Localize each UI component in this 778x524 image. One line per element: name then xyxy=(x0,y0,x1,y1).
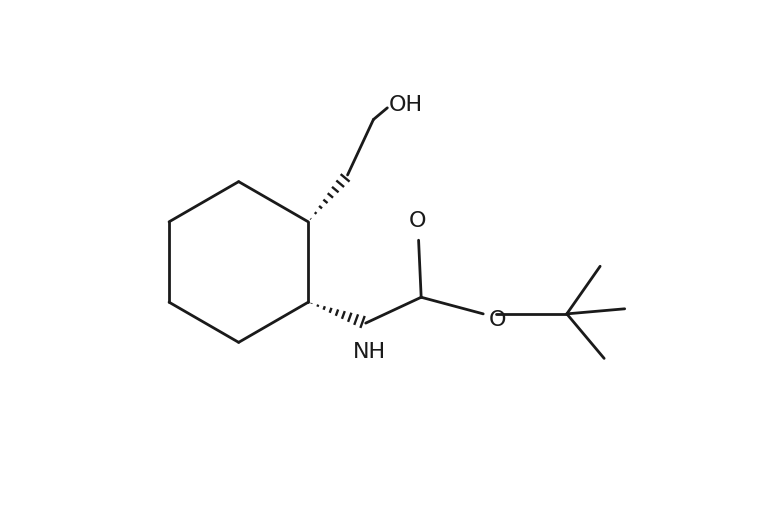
Text: NH: NH xyxy=(353,342,387,362)
Text: O: O xyxy=(408,211,426,231)
Text: OH: OH xyxy=(389,95,423,115)
Text: O: O xyxy=(489,310,506,330)
